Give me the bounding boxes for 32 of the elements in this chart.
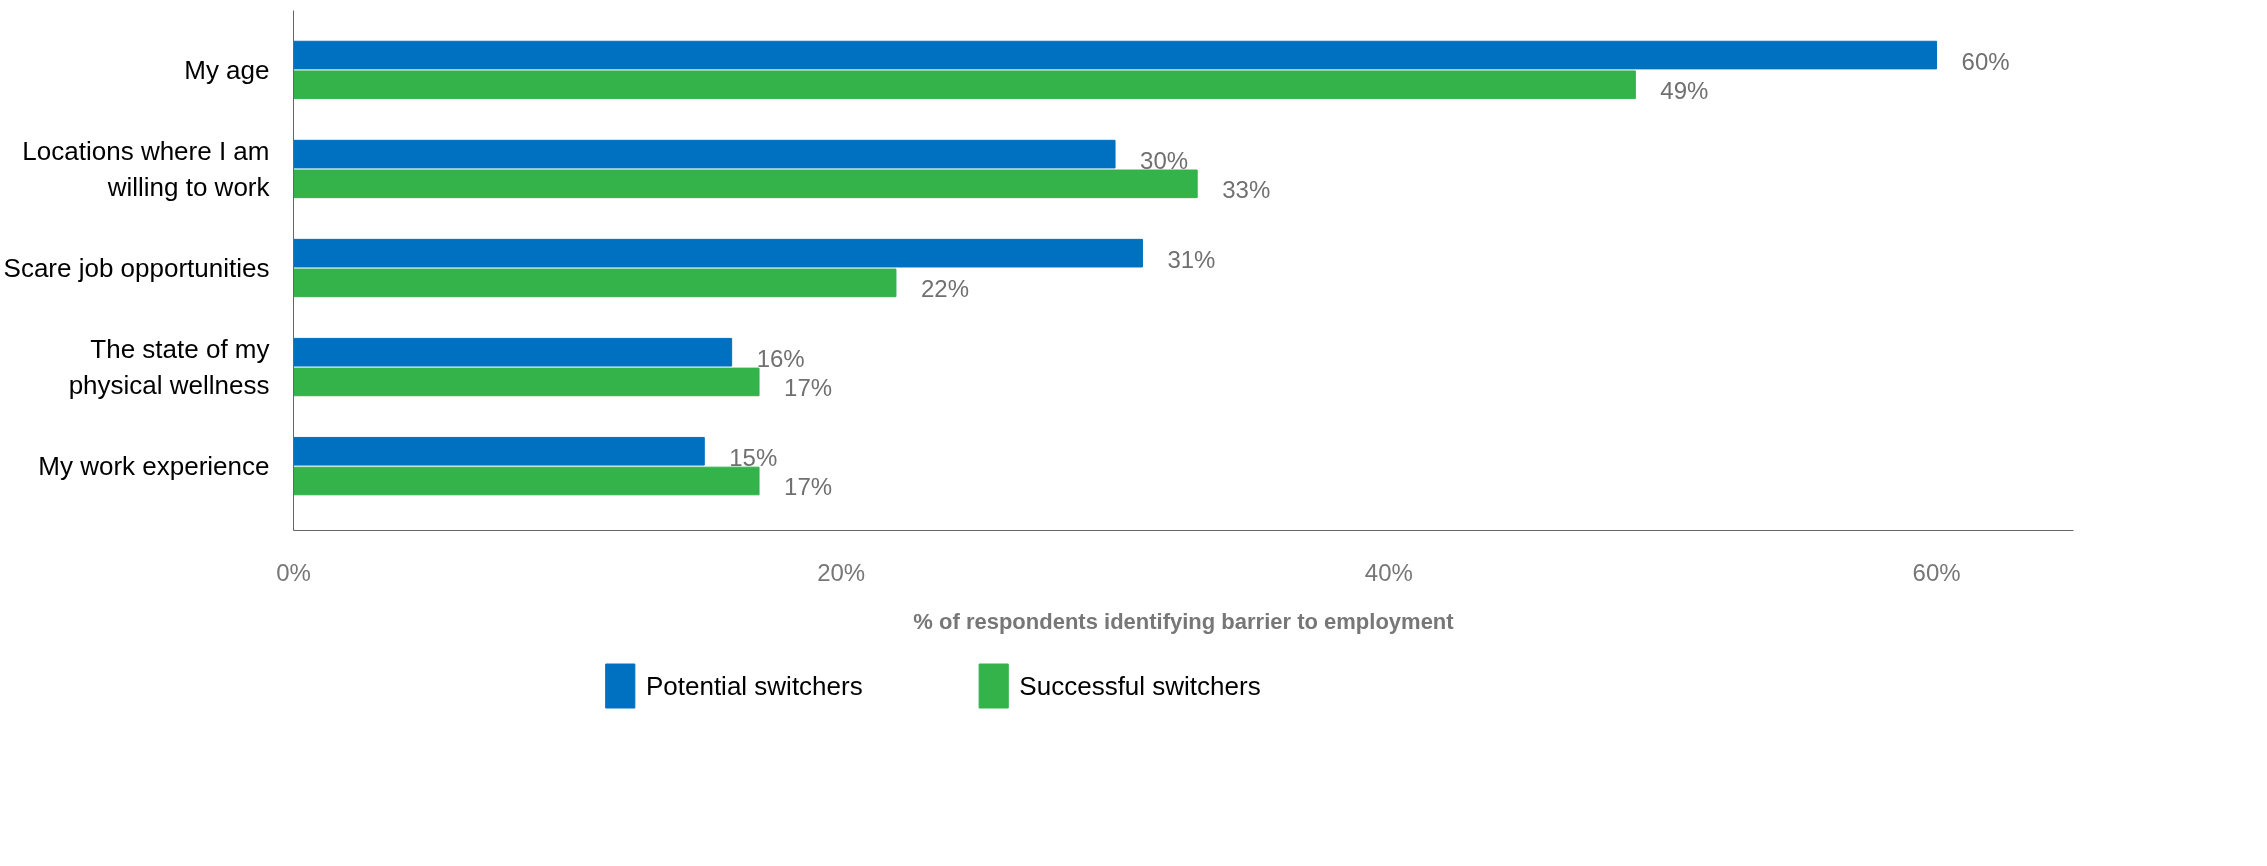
bar bbox=[293, 70, 1636, 100]
text: 60% bbox=[1961, 47, 2010, 75]
text: 17% bbox=[784, 473, 833, 501]
bar bbox=[293, 139, 1116, 169]
bar bbox=[293, 268, 897, 298]
x-tick-label: 60% bbox=[1912, 558, 1961, 586]
y-tick-label: My age bbox=[184, 54, 270, 85]
legend-label: Successful switchers bbox=[1019, 671, 1261, 701]
text: 22% bbox=[920, 275, 970, 303]
text: 17% bbox=[784, 374, 833, 402]
y-tick-label: Locations where I am willing to work bbox=[22, 135, 271, 202]
text: 16% bbox=[756, 344, 805, 372]
bar bbox=[293, 169, 1198, 199]
y-tick-label: My work experience bbox=[38, 451, 270, 482]
bar bbox=[293, 40, 1938, 70]
y-tick-label: Scare job opportunities bbox=[3, 253, 270, 284]
bar bbox=[293, 337, 733, 367]
legend-label: Potential switchers bbox=[645, 671, 863, 701]
y-tick-label: The state of my physical wellness bbox=[68, 334, 270, 401]
x-tick-label: 20% bbox=[817, 558, 866, 586]
x-tick-label: 40% bbox=[1364, 558, 1413, 586]
x-tick-label: 0% bbox=[276, 558, 311, 586]
text: 33% bbox=[1222, 176, 1271, 204]
text: 31% bbox=[1167, 245, 1216, 273]
text: 30% bbox=[1140, 146, 1189, 174]
bar bbox=[293, 238, 1143, 268]
x-axis-title: % of respondents identifying barrier to employment bbox=[913, 608, 1455, 634]
bar bbox=[293, 466, 760, 496]
bar bbox=[293, 436, 705, 466]
text: 49% bbox=[1660, 77, 1709, 105]
text: 15% bbox=[729, 443, 778, 471]
bar bbox=[293, 367, 760, 397]
